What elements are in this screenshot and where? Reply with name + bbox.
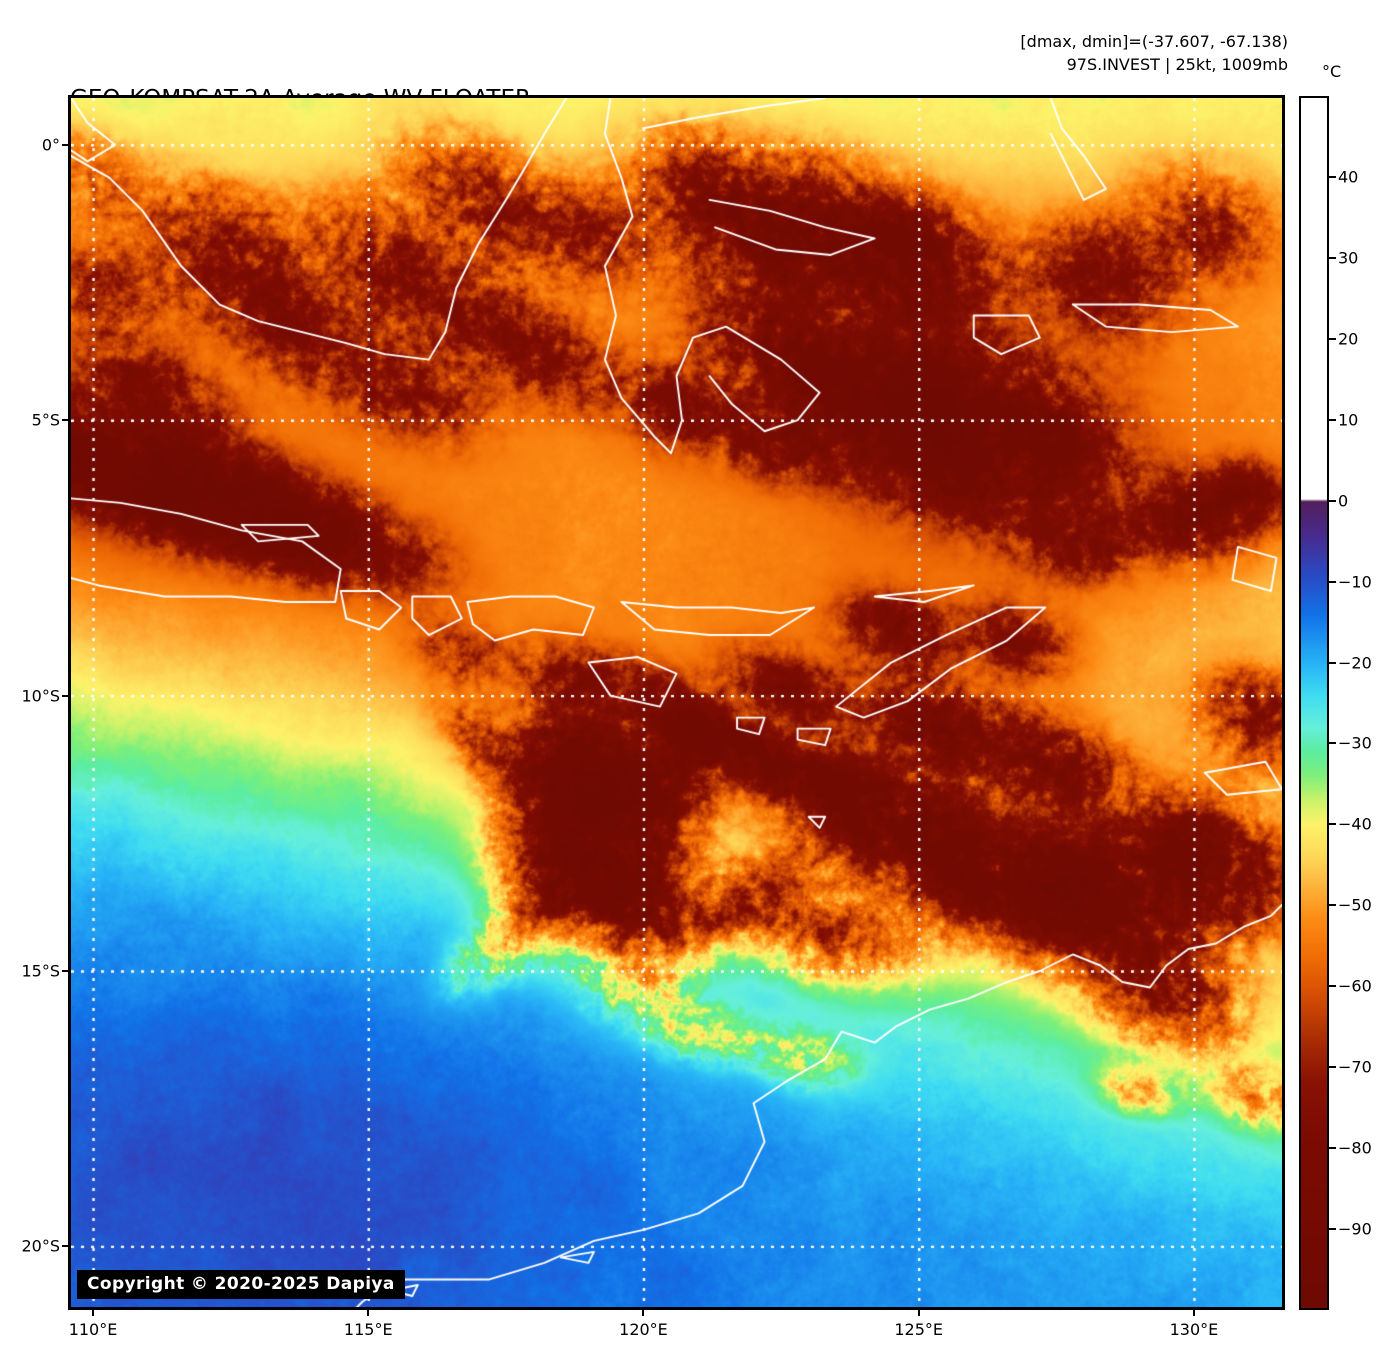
- colorbar-tick-mark: [1329, 1147, 1336, 1150]
- colorbar-unit-label: °C: [1322, 62, 1342, 81]
- colorbar-tick-label: −20: [1338, 653, 1372, 673]
- x-axis-tick-label: 110°E: [68, 1320, 118, 1339]
- x-axis-tick-mark: [367, 1310, 370, 1316]
- colorbar-tick-label: 30: [1338, 248, 1359, 268]
- y-axis-tick-mark: [62, 143, 68, 146]
- colorbar-tick-label: 0: [1338, 491, 1349, 511]
- colorbar-tick-mark: [1329, 175, 1336, 178]
- x-axis-tick-mark: [1192, 1310, 1195, 1316]
- y-axis-tick-label: 20°S: [21, 1236, 60, 1256]
- colorbar-tick-label: −80: [1338, 1138, 1372, 1158]
- colorbar-tick-mark: [1329, 1228, 1336, 1231]
- colorbar-tick-label: 40: [1338, 167, 1359, 187]
- y-axis-tick-mark: [62, 694, 68, 697]
- colorbar-tick-mark: [1329, 823, 1336, 826]
- x-axis-tick-mark: [917, 1310, 920, 1316]
- x-axis-tick-mark: [92, 1310, 95, 1316]
- x-axis-tick-mark: [642, 1310, 645, 1316]
- meta-annotations: [dmax, dmin]=(-37.607, -67.138) 97S.INVE…: [1020, 30, 1288, 76]
- colorbar: [1299, 96, 1329, 1310]
- colorbar-tick-label: −40: [1338, 814, 1372, 834]
- colorbar-tick-mark: [1329, 256, 1336, 259]
- colorbar-tick-label: −50: [1338, 895, 1372, 915]
- colorbar-tick-label: −90: [1338, 1219, 1372, 1239]
- colorbar-tick-mark: [1329, 1066, 1336, 1069]
- colorbar-tick-mark: [1329, 337, 1336, 340]
- x-axis-tick-label: 130°E: [1169, 1320, 1219, 1339]
- coastline-and-gridline-overlay: [71, 98, 1282, 1307]
- y-axis-tick-label: 15°S: [21, 961, 60, 981]
- y-axis-tick-label: 0°: [41, 135, 60, 155]
- colorbar-tick-label: 10: [1338, 410, 1359, 430]
- colorbar-tick-label: −70: [1338, 1057, 1372, 1077]
- x-axis-tick-label: 125°E: [894, 1320, 944, 1339]
- colorbar-tick-mark: [1329, 661, 1336, 664]
- colorbar-tick-label: −60: [1338, 976, 1372, 996]
- colorbar-tick-mark: [1329, 499, 1336, 502]
- y-axis-tick-label: 10°S: [21, 686, 60, 706]
- colorbar-tick-label: 20: [1338, 329, 1359, 349]
- storm-info-label: 97S.INVEST | 25kt, 1009mb: [1066, 55, 1288, 74]
- y-axis-tick-mark: [62, 419, 68, 422]
- x-axis-tick-label: 115°E: [343, 1320, 393, 1339]
- colorbar-tick-label: −10: [1338, 572, 1372, 592]
- colorbar-tick-mark: [1329, 904, 1336, 907]
- colorbar-tick-mark: [1329, 580, 1336, 583]
- colorbar-tick-label: −30: [1338, 733, 1372, 753]
- colorbar-tick-mark: [1329, 985, 1336, 988]
- y-axis-tick-mark: [62, 1245, 68, 1248]
- satellite-image-plot: Copyright © 2020-2025 Dapiya: [68, 95, 1285, 1310]
- colorbar-tick-mark: [1329, 742, 1336, 745]
- dmax-dmin-label: [dmax, dmin]=(-37.607, -67.138): [1020, 32, 1288, 51]
- x-axis-tick-label: 120°E: [619, 1320, 668, 1339]
- colorbar-gradient: [1301, 98, 1327, 1308]
- y-axis-tick-mark: [62, 970, 68, 972]
- colorbar-tick-mark: [1329, 418, 1336, 421]
- copyright-badge: Copyright © 2020-2025 Dapiya: [77, 1270, 405, 1299]
- y-axis-tick-label: 5°S: [31, 410, 60, 430]
